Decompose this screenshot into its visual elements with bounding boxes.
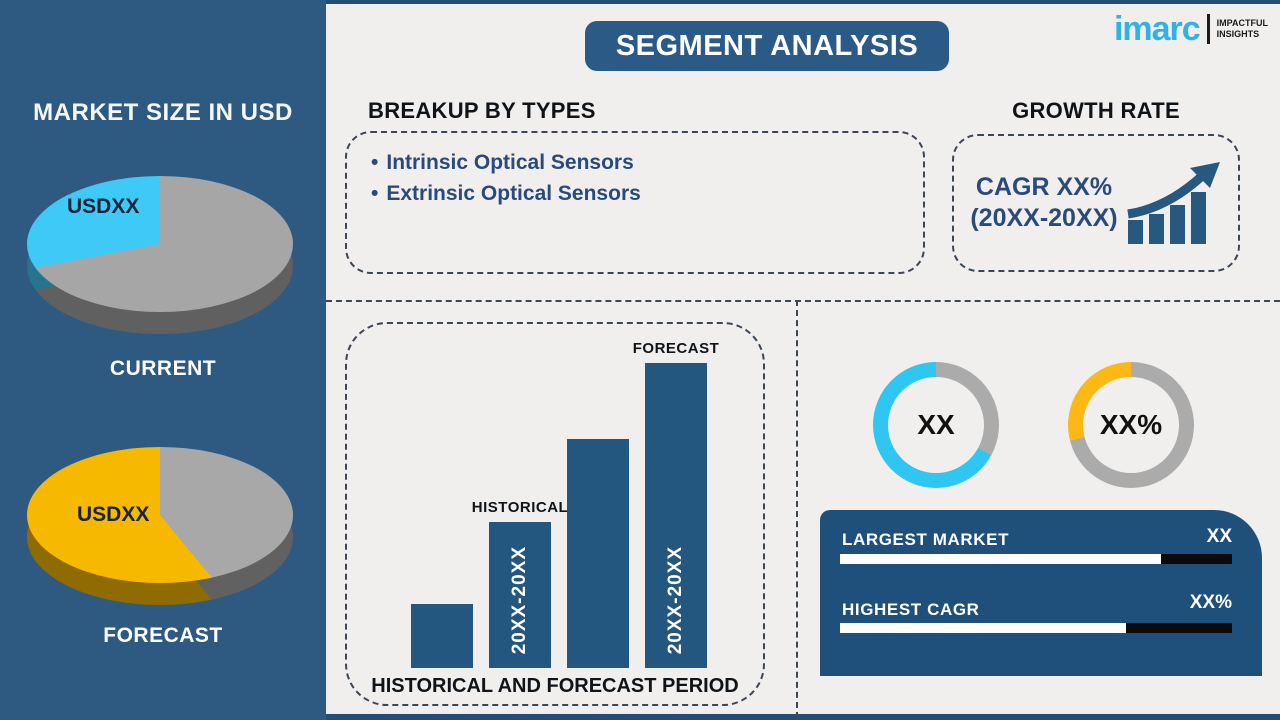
pie-current-caption: CURRENT — [109, 357, 217, 380]
growth-rate-heading: GROWTH RATE — [1012, 98, 1180, 123]
bar — [567, 439, 629, 668]
logo-tagline: IMPACTFUL INSIGHTS — [1216, 17, 1268, 39]
highest-cagr-value: XX% — [1189, 592, 1232, 613]
pie-forecast-slice-label: USDXX — [77, 503, 150, 526]
period-chart-caption: HISTORICAL AND FORECAST PERIOD — [371, 675, 739, 697]
largest-market-bar-fill — [840, 554, 1162, 564]
pie-forecast-caption: FORECAST — [103, 624, 223, 647]
largest-market-bar — [840, 554, 1232, 564]
cagr-text: CAGR XX% (20XX-20XX) — [970, 172, 1118, 232]
period-bar-chart: HISTORICAL 20XX-20XX FORECAST 20XX-20XX — [411, 340, 719, 668]
pie-chart-forecast: USDXX — [27, 447, 293, 607]
highest-cagr-bar — [840, 623, 1232, 633]
page-title-box: SEGMENT ANALYSIS — [585, 21, 949, 71]
donut-center-label: XX — [888, 377, 984, 473]
pie-forecast-surface — [27, 447, 293, 583]
bullet-icon: • — [371, 182, 379, 205]
bar-historical: HISTORICAL 20XX-20XX — [472, 499, 568, 668]
pie-current-surface — [27, 176, 293, 312]
stats-panel: LARGEST MARKET XX HIGHEST CAGR XX% — [820, 510, 1262, 676]
imarc-logo: imarc IMPACTFUL INSIGHTS — [1114, 12, 1268, 46]
logo-wordmark: imarc — [1113, 10, 1201, 48]
growth-bars-arrow-icon — [1126, 162, 1220, 244]
pie-chart-current: USDXX — [27, 176, 293, 336]
highest-cagr-bar-fill — [840, 623, 1127, 633]
donut-center-label: XX% — [1083, 377, 1179, 473]
bullet-icon: • — [371, 151, 379, 174]
highest-cagr-label: HIGHEST CAGR — [842, 600, 980, 619]
bar — [411, 603, 473, 668]
breakup-types-box: • Intrinsic Optical Sensors • Extrinsic … — [345, 131, 925, 274]
horizontal-divider — [326, 300, 1280, 302]
list-item: • Intrinsic Optical Sensors — [371, 147, 923, 178]
largest-market-label: LARGEST MARKET — [842, 530, 1010, 549]
bar-forecast: FORECAST 20XX-20XX — [633, 340, 719, 668]
logo-divider — [1206, 14, 1210, 44]
main-panel: SEGMENT ANALYSIS imarc IMPACTFUL INSIGHT… — [326, 0, 1280, 720]
vertical-divider — [796, 300, 798, 718]
period-bar-chart-box: HISTORICAL 20XX-20XX FORECAST 20XX-20XX … — [345, 322, 765, 706]
growth-rate-box: CAGR XX% (20XX-20XX) — [952, 134, 1240, 272]
pie-current-slice-label: USDXX — [67, 195, 140, 218]
largest-market-value: XX — [1206, 526, 1232, 547]
sidebar: MARKET SIZE IN USD USDXX CURRENT USDXX F… — [0, 0, 326, 720]
page-title: SEGMENT ANALYSIS — [615, 29, 919, 62]
list-item: • Extrinsic Optical Sensors — [371, 178, 923, 209]
breakup-heading: BREAKUP BY TYPES — [368, 98, 596, 123]
donut-chart-highest-cagr: XX% — [1068, 362, 1194, 488]
donut-chart-largest-market: XX — [873, 362, 999, 488]
sidebar-heading: MARKET SIZE IN USD — [33, 99, 293, 126]
